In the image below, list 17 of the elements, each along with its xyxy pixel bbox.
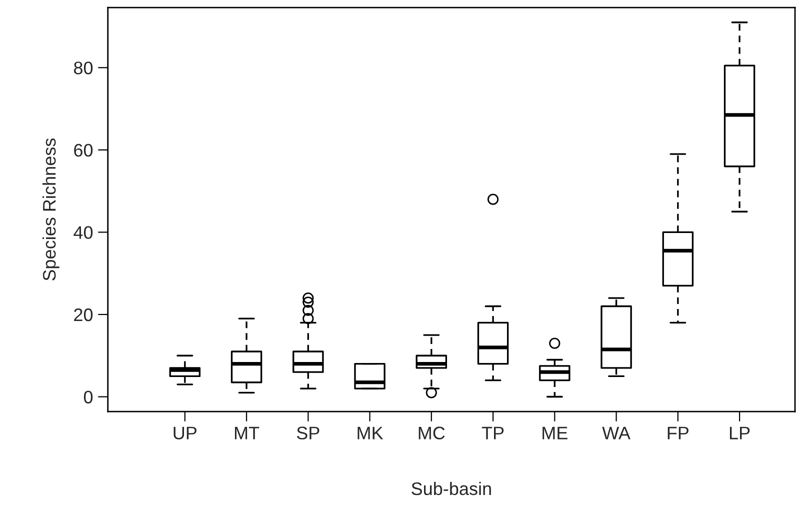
x-tick-label: SP <box>296 426 320 440</box>
x-tick-label: LP <box>730 426 750 440</box>
x-tick-label: FP <box>668 426 688 440</box>
y-tick-label: 20 <box>74 308 93 322</box>
x-tick-label: UP <box>174 426 196 440</box>
x-axis-title: Sub-basin <box>412 482 491 496</box>
y-axis-title: Species Richness <box>42 138 60 281</box>
x-tick-label: MK <box>358 426 384 440</box>
x-tick-label: ME <box>542 426 568 440</box>
y-tick-label: 60 <box>74 144 93 157</box>
x-tick-label: TP <box>482 426 504 440</box>
y-tick-label: 80 <box>74 62 93 74</box>
y-tick-label: 40 <box>74 226 93 239</box>
x-tick-label: MC <box>418 426 445 440</box>
x-tick-label: WA <box>602 426 630 440</box>
x-tick-label: MT <box>234 426 260 440</box>
y-tick-label: 0 <box>84 390 93 404</box>
